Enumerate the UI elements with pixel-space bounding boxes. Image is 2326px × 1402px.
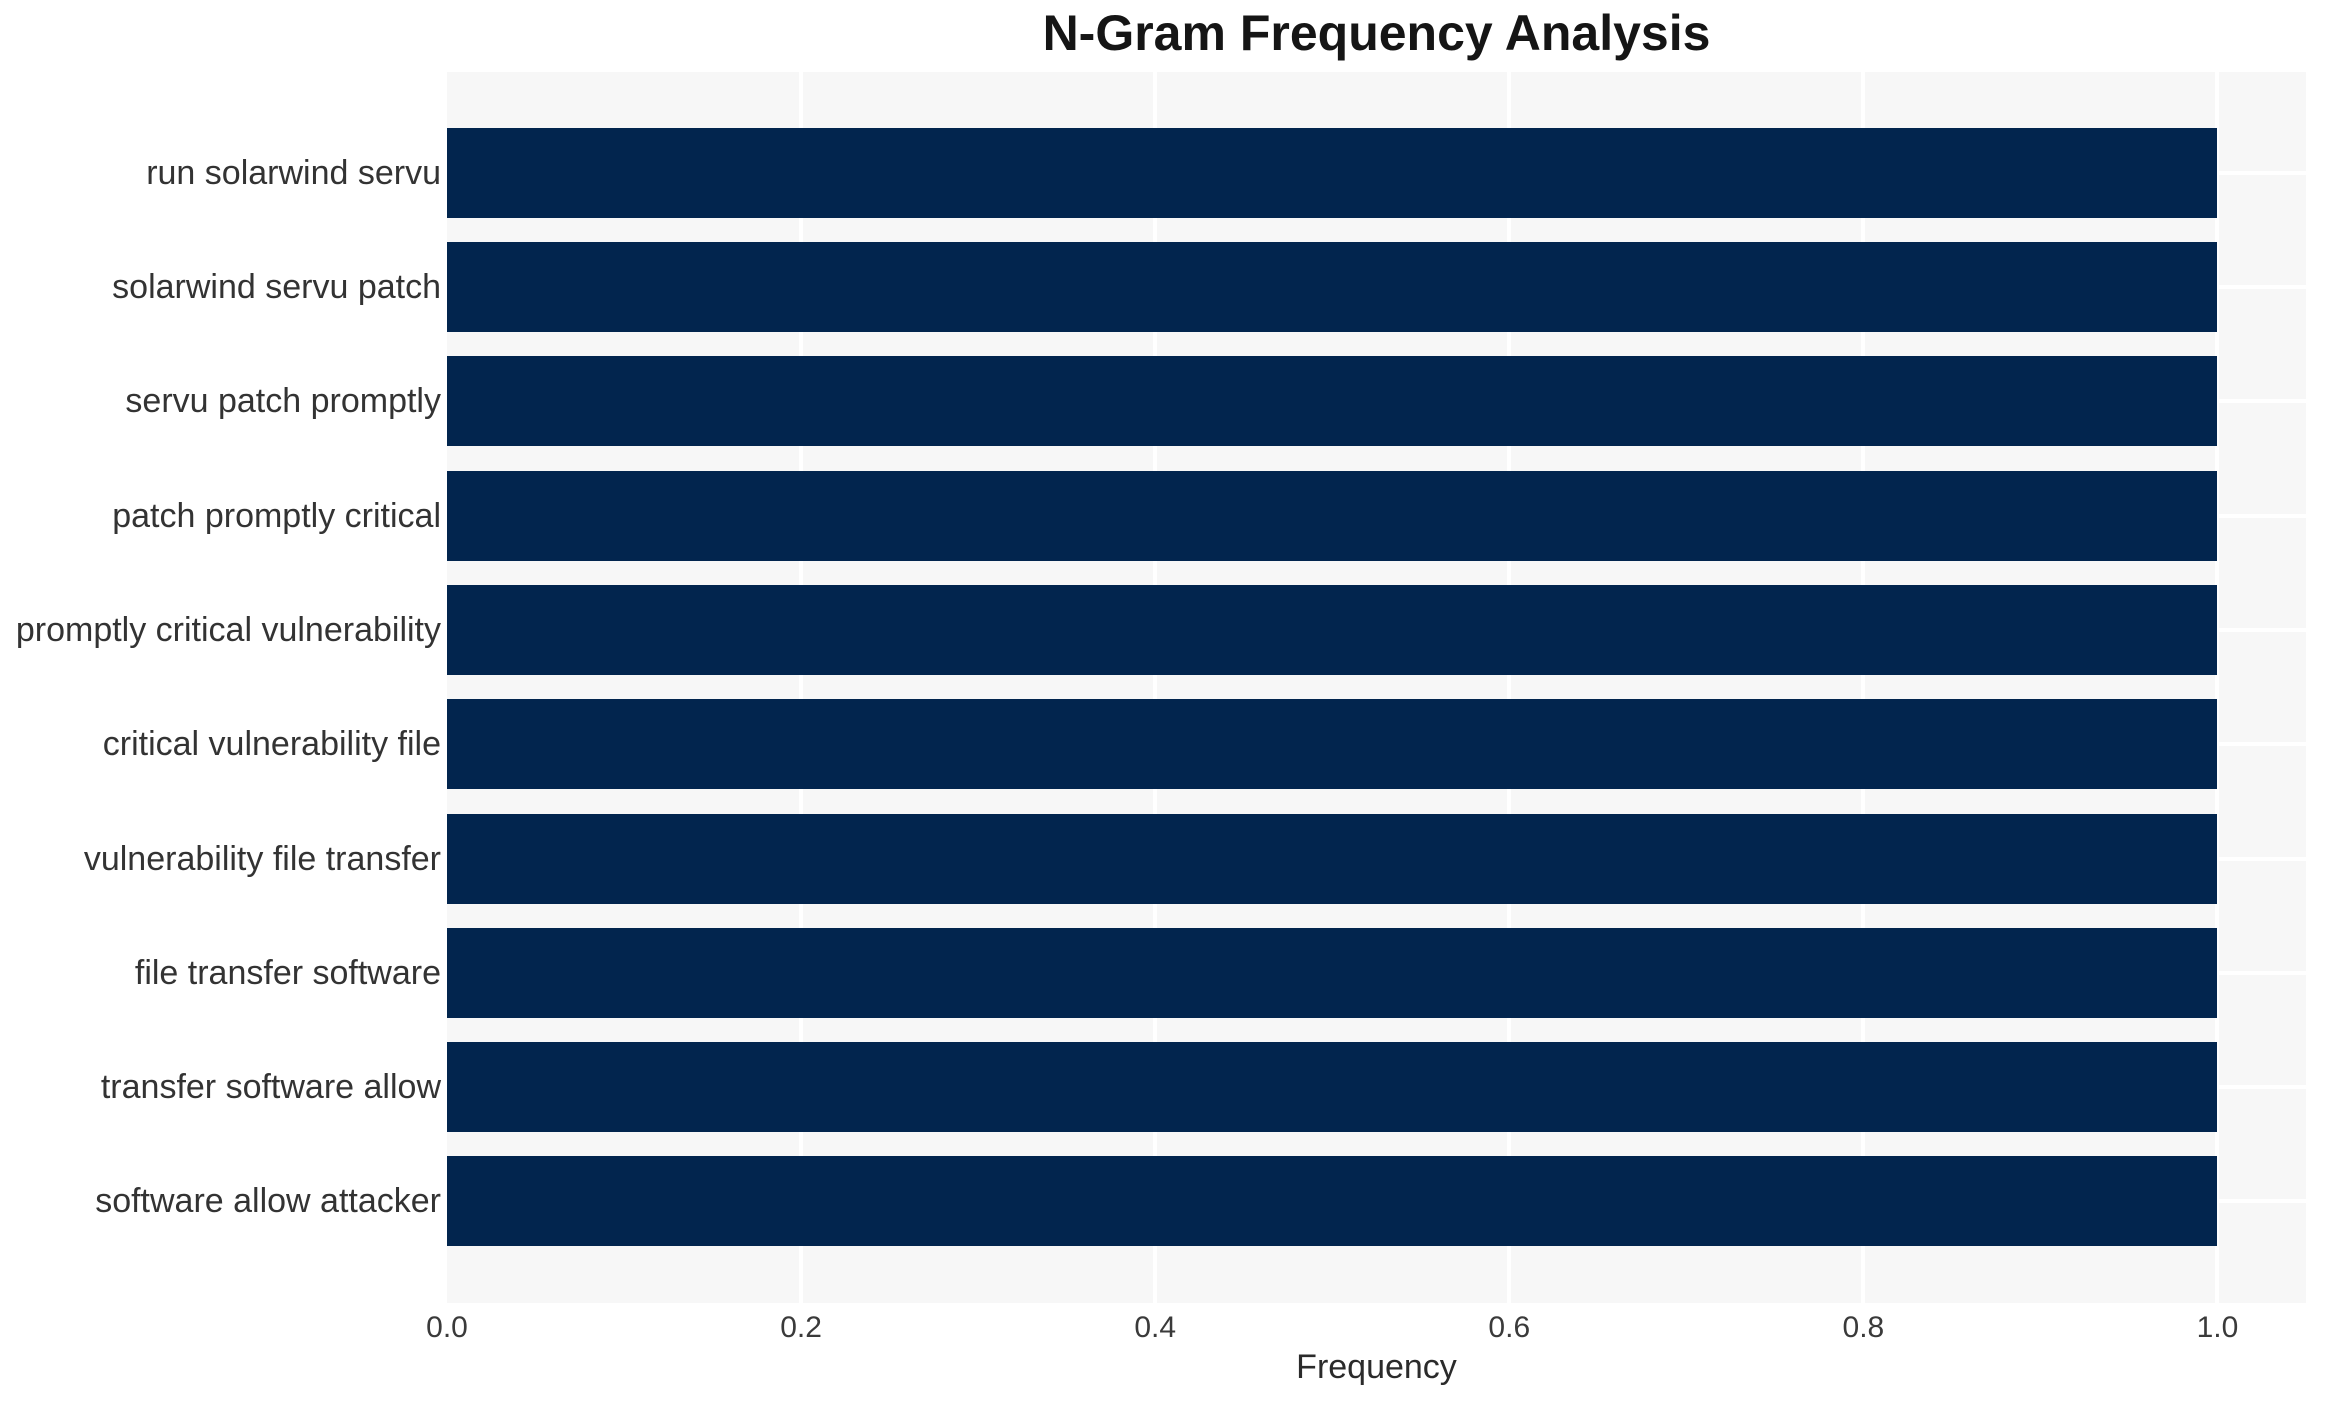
gridline-vertical — [1507, 72, 1512, 1303]
x-tick-label: 0.6 — [1488, 1311, 1531, 1344]
x-tick-label: 0.0 — [426, 1311, 468, 1344]
chart-title: N-Gram Frequency Analysis — [1042, 5, 1711, 61]
gridline-vertical — [1153, 72, 1158, 1303]
y-tick-label: vulnerability file transfer — [83, 839, 441, 878]
y-tick-label: transfer software allow — [100, 1068, 441, 1107]
x-tick-label: 0.4 — [1134, 1311, 1177, 1344]
x-tick-label: 1.0 — [2196, 1311, 2239, 1344]
gridline-vertical — [2215, 72, 2220, 1303]
bar-run-solarwind-servu — [447, 127, 2218, 218]
x-tick-label: 0.2 — [780, 1311, 822, 1344]
bar-software-allow-attacker — [447, 1156, 2218, 1247]
bar-patch-promptly-critical — [447, 470, 2218, 561]
bar-critical-vulnerability-file — [447, 699, 2218, 790]
bar-transfer-software-allow — [447, 1042, 2218, 1133]
bar-solarwind-servu-patch — [447, 242, 2218, 332]
y-tick-label: servu patch promptly — [125, 382, 441, 421]
gridline-vertical — [1861, 72, 1866, 1303]
x-tick-label: 0.8 — [1842, 1311, 1885, 1344]
bar-servu-patch-promptly — [447, 356, 2218, 447]
plot-area — [447, 72, 2306, 1303]
y-tick-label: solarwind servu patch — [112, 268, 441, 306]
y-tick-label: file transfer software — [134, 953, 441, 992]
gridline-vertical — [799, 72, 804, 1303]
y-tick-label: run solarwind servu — [146, 153, 441, 192]
bar-promptly-critical-vulnerability — [447, 584, 2218, 675]
y-tick-label: promptly critical vulnerability — [15, 610, 441, 649]
bar-vulnerability-file-transfer — [447, 813, 2218, 904]
x-axis-title: Frequency — [1296, 1348, 1457, 1386]
y-tick-label: software allow attacker — [95, 1182, 441, 1221]
y-tick-label: patch promptly critical — [112, 496, 441, 535]
y-tick-label: critical vulnerability file — [102, 725, 441, 764]
bar-file-transfer-software — [447, 927, 2218, 1018]
